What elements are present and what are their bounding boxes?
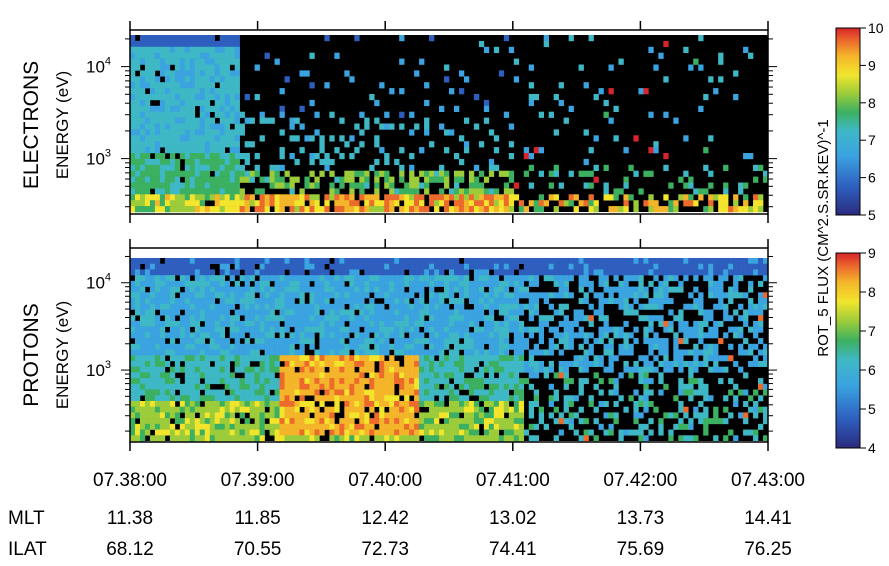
y-tick-exponent: 4 — [105, 56, 111, 68]
electrons-panel-label: ELECTRONS — [20, 61, 43, 189]
x-tick-label: 07.43:00 — [731, 470, 805, 491]
protons-axis-ticks: 104 103 — [86, 239, 777, 451]
protons-plot-frame — [129, 247, 769, 443]
colorbar-ticks: 5 6 7 8 9 10 4 5 6 7 8 9 — [860, 20, 884, 456]
ephemeris-value: 13.02 — [489, 508, 537, 529]
colorbar-label: ROT_5 FLUX (CM^2.S.SR.KEV)^-1 — [815, 119, 832, 356]
y-tick-label: 104 — [86, 272, 111, 293]
ephemeris-value: 12.42 — [361, 508, 409, 529]
x-tick-label: 07.39:00 — [221, 470, 295, 491]
protons-panel-label: PROTONS — [20, 303, 43, 406]
ephemeris-value: 13.73 — [617, 508, 665, 529]
colorbar-tick-label: 9 — [868, 245, 876, 261]
x-tick-label: 07.41:00 — [476, 470, 550, 491]
ephemeris-value: 14.41 — [744, 508, 792, 529]
electrons-heatmap — [130, 35, 769, 213]
colorbar-tick-label: 8 — [868, 95, 876, 111]
ephemeris-value: 70.55 — [234, 539, 282, 560]
colorbar-tick-label: 10 — [868, 20, 884, 36]
protons-colorbar — [835, 252, 861, 449]
colorbar-tick-label: 7 — [868, 132, 876, 148]
x-axis-tick-labels: 07.38:00 07.39:00 07.40:00 07.41:00 07.42:00… — [93, 470, 805, 491]
electrons-plot-frame — [129, 29, 769, 215]
colorbar-tick-label: 6 — [868, 170, 876, 186]
ephemeris-value: 75.69 — [617, 539, 665, 560]
colorbar-tick-label: 8 — [868, 284, 876, 300]
colorbar-tick-label: 7 — [868, 323, 876, 339]
y-tick-label: 103 — [86, 148, 111, 169]
y-tick-exponent: 3 — [105, 359, 111, 371]
colorbar-tick-label: 5 — [868, 401, 876, 417]
ephemeris-row-label: ILAT — [8, 539, 47, 560]
colorbar-tick-label: 6 — [868, 362, 876, 378]
ephemeris-table: MLT 11.38 11.85 12.42 13.02 13.73 14.41 ILAT 68.… — [8, 508, 792, 560]
protons-heatmap — [130, 258, 769, 442]
ephemeris-value: 68.12 — [106, 539, 154, 560]
y-tick-exponent: 3 — [105, 148, 111, 160]
ephemeris-value: 72.73 — [361, 539, 409, 560]
protons-y-axis-label: ENERGY (eV) — [53, 301, 72, 409]
colorbar-tick-label: 4 — [868, 440, 876, 456]
ephemeris-value: 74.41 — [489, 539, 537, 560]
electrons-colorbar — [835, 27, 861, 216]
ephemeris-row-label: MLT — [8, 508, 45, 529]
y-tick-label: 103 — [86, 359, 111, 380]
colorbar-tick-label: 9 — [868, 57, 876, 73]
colorbar-tick-label: 5 — [868, 207, 876, 223]
y-tick-exponent: 4 — [105, 272, 111, 284]
electrons-axis-ticks: 104 103 — [86, 21, 777, 223]
x-tick-label: 07.38:00 — [93, 470, 167, 491]
ephemeris-value: 76.25 — [744, 539, 792, 560]
x-tick-label: 07.42:00 — [603, 470, 677, 491]
x-tick-label: 07.40:00 — [348, 470, 422, 491]
ephemeris-value: 11.85 — [235, 508, 281, 529]
y-tick-label: 104 — [86, 56, 111, 77]
electrons-y-axis-label: ENERGY (eV) — [53, 71, 72, 179]
ephemeris-value: 11.38 — [107, 508, 153, 529]
